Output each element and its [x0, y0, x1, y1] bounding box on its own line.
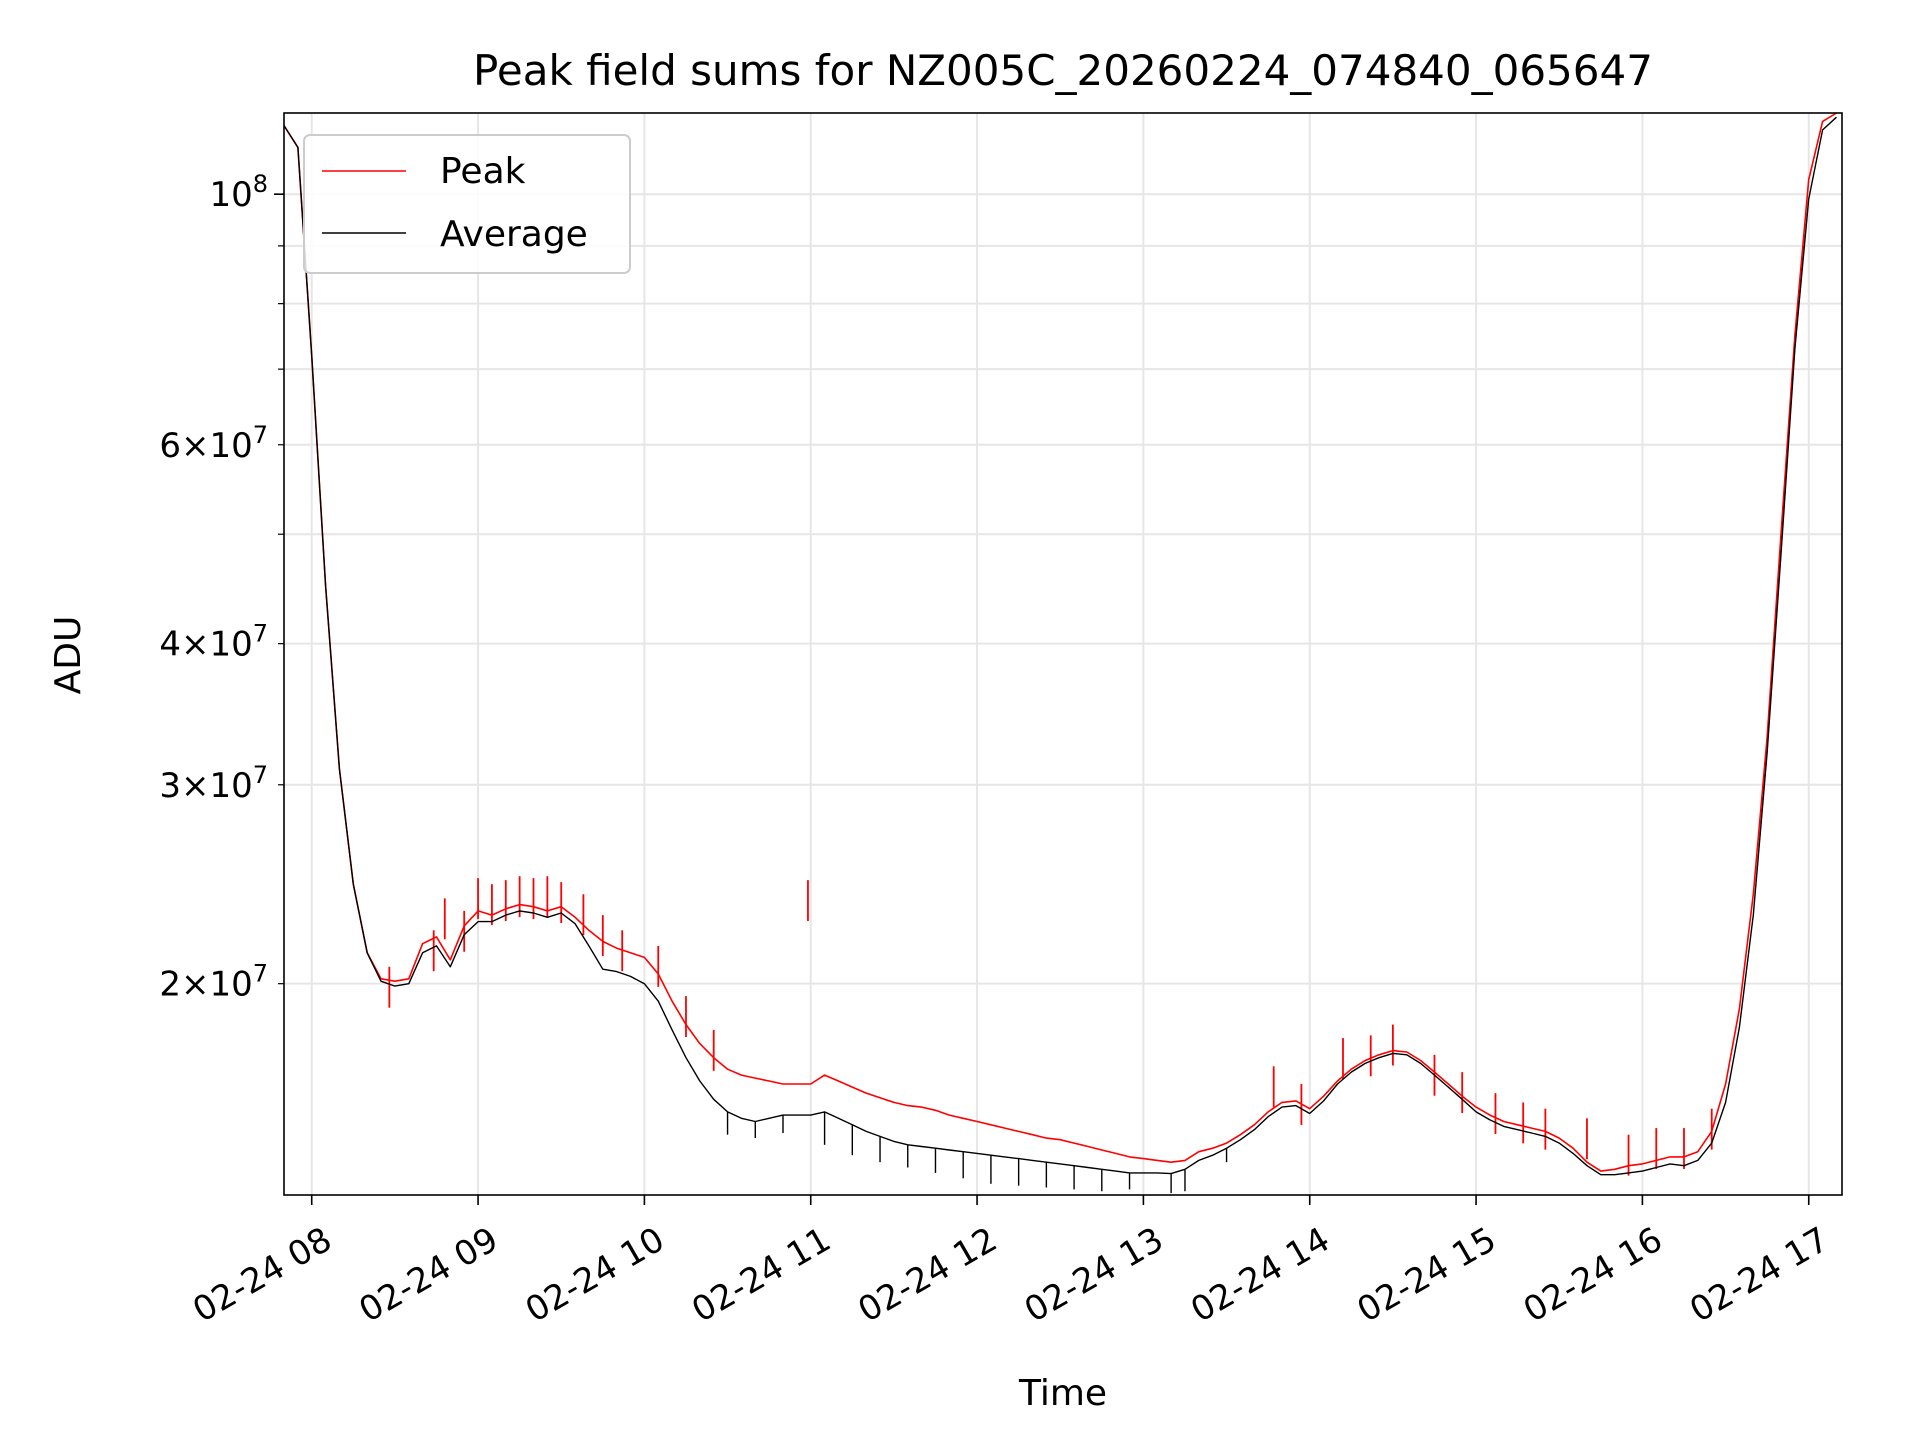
y-tick-label: 108	[209, 170, 268, 215]
y-axis-label: ADU	[48, 616, 89, 695]
series-layer	[283, 112, 1837, 1194]
legend: Peak Average	[303, 134, 631, 274]
legend-label-peak: Peak	[440, 151, 526, 192]
legend-box	[303, 134, 631, 274]
y-tick-label: 6×107	[159, 421, 268, 466]
plot-frame	[283, 112, 1843, 1196]
y-tick-label: 4×107	[159, 620, 268, 665]
x-axis-label: Time	[1018, 1373, 1107, 1414]
chart-title: Peak field sums for NZ005C_20260224_0748…	[473, 46, 1653, 95]
series-line-peak	[283, 112, 1837, 1172]
legend-label-average: Average	[440, 214, 588, 255]
series-line-average	[283, 116, 1837, 1176]
y-tick-label: 2×107	[159, 960, 268, 1005]
y-tick-label: 3×107	[159, 761, 268, 806]
